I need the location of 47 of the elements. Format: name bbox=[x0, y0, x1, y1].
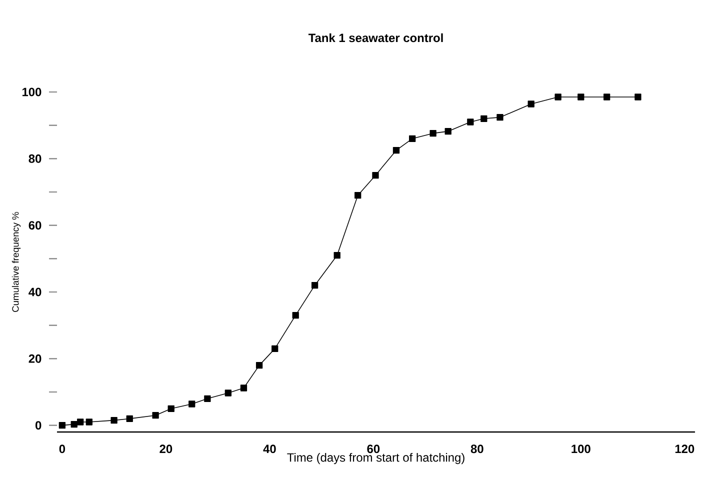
x-tick-label: 120 bbox=[675, 444, 694, 454]
x-tick-label: 80 bbox=[470, 444, 484, 454]
x-tick-label: 60 bbox=[367, 444, 380, 454]
y-tick-label: 60 bbox=[28, 221, 42, 230]
x-tick-label: 100 bbox=[572, 444, 590, 454]
point bbox=[126, 415, 133, 422]
point bbox=[444, 128, 452, 135]
y-tick-label: 20 bbox=[28, 354, 42, 363]
point bbox=[168, 405, 174, 412]
y-tick-label: 80 bbox=[28, 154, 42, 163]
point bbox=[188, 400, 196, 408]
point bbox=[77, 418, 84, 426]
point bbox=[272, 345, 278, 352]
point bbox=[430, 130, 436, 137]
point bbox=[634, 94, 642, 100]
point bbox=[240, 384, 248, 392]
y-tick-label: 0 bbox=[36, 421, 42, 430]
x-tick-label: 0 bbox=[59, 444, 66, 454]
point bbox=[334, 252, 340, 259]
point bbox=[256, 362, 263, 369]
point bbox=[554, 94, 562, 100]
point bbox=[604, 94, 610, 100]
point bbox=[578, 94, 584, 100]
chart-title: Tank 1 seawater control bbox=[308, 33, 443, 42]
x-tick-label: 20 bbox=[160, 444, 172, 454]
point bbox=[496, 114, 504, 121]
point bbox=[292, 312, 299, 319]
point bbox=[467, 118, 474, 126]
point bbox=[408, 135, 416, 142]
point bbox=[152, 412, 159, 419]
point bbox=[480, 115, 488, 122]
y-tick-label: 40 bbox=[28, 288, 42, 296]
y-axis-title: Cumulative frequency % bbox=[12, 212, 21, 312]
point bbox=[311, 282, 318, 289]
point bbox=[224, 390, 232, 396]
point bbox=[392, 147, 400, 154]
point bbox=[58, 422, 66, 429]
x-axis-title: Time (days from start of hatching) bbox=[287, 452, 464, 464]
y-tick-label: 100 bbox=[22, 88, 42, 96]
point bbox=[528, 100, 534, 108]
point bbox=[204, 395, 211, 402]
point bbox=[70, 421, 78, 428]
point bbox=[86, 418, 92, 426]
point bbox=[110, 417, 118, 424]
x-tick-label: 40 bbox=[263, 444, 276, 454]
point bbox=[354, 192, 362, 199]
point bbox=[372, 172, 379, 179]
